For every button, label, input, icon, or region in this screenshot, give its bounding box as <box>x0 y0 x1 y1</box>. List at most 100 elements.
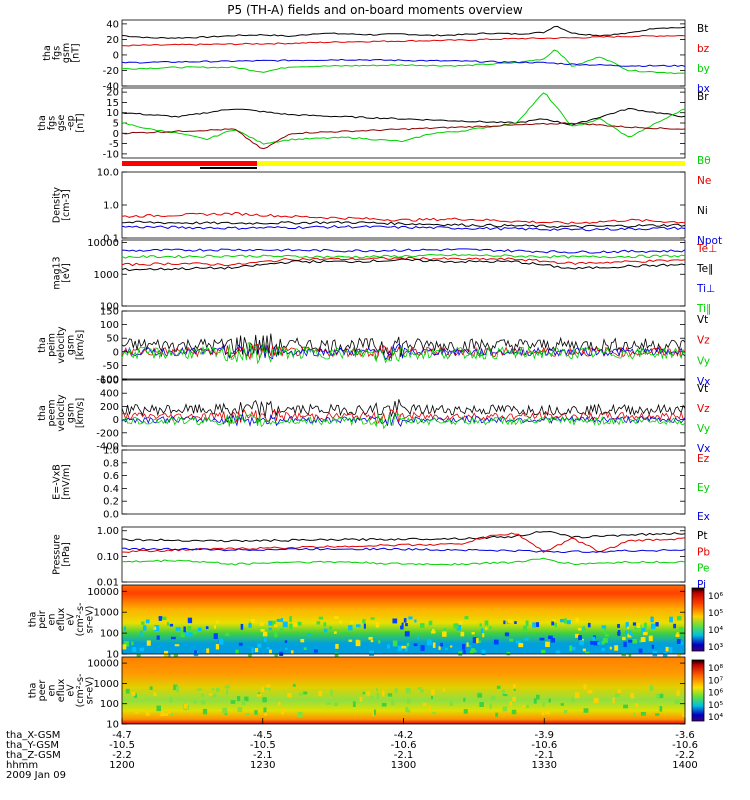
spectrogram-pixel <box>193 651 199 657</box>
spectrogram-pixel <box>405 623 408 627</box>
spectrogram-pixel <box>373 709 377 716</box>
spectrogram-pixel <box>438 646 441 650</box>
spectrogram-pixel <box>215 644 220 650</box>
spectrogram-pixel <box>574 692 580 699</box>
y-tick-label: 0.10 <box>97 552 119 563</box>
spectrogram-pixel <box>230 700 236 704</box>
panel-frame <box>121 584 686 655</box>
y-tick-label: 0 <box>113 50 119 61</box>
series-line-black <box>121 25 686 39</box>
y-tick-label: 50 <box>106 334 119 345</box>
y-axis-label: Density <box>51 187 62 223</box>
spectrogram-pixel <box>675 634 680 637</box>
y-axis-label: en <box>47 685 58 697</box>
spectrogram-pixel <box>593 697 599 704</box>
spectrogram-pixel <box>124 641 129 647</box>
spectrogram-pixel <box>468 644 472 648</box>
panel-s2 <box>121 656 705 725</box>
spectrogram-pixel <box>545 641 550 647</box>
spectrogram-pixel <box>269 649 272 654</box>
spectrogram-pixel <box>260 629 265 632</box>
spectrogram-pixel <box>268 627 272 631</box>
legend-entry: Pe <box>697 563 709 575</box>
legend-entry: bx <box>697 83 710 95</box>
y-tick-label: 10 <box>106 720 119 731</box>
spectrogram-pixel <box>333 631 337 634</box>
spectrogram-pixel <box>184 631 187 636</box>
spectrogram-pixel <box>662 652 668 657</box>
spectrogram-pixel <box>601 625 607 629</box>
spectrogram-pixel <box>268 620 273 626</box>
spectrogram-pixel <box>464 616 469 620</box>
y-tick-label: 150 <box>100 307 119 318</box>
spectrogram-pixel <box>458 620 463 625</box>
spectrogram-pixel <box>622 636 626 641</box>
spectrogram-pixel <box>169 623 174 627</box>
spectrogram-pixel <box>649 685 654 691</box>
spectrogram-pixel <box>145 619 150 624</box>
spectrogram-pixel <box>328 626 333 631</box>
spectrogram-pixel <box>266 647 270 650</box>
orbit-value: -3.9 <box>534 730 554 741</box>
spectrogram-pixel <box>146 640 151 646</box>
spectrogram-pixel <box>303 647 307 650</box>
y-axis-label: tha <box>37 115 48 131</box>
y-axis-label: peim <box>47 333 58 357</box>
spectrogram-pixel <box>471 648 476 651</box>
spectrogram-pixel <box>627 626 630 629</box>
spectrogram-pixel <box>276 618 282 622</box>
y-axis-label: fgs <box>47 116 58 130</box>
spectrogram-pixel <box>648 635 653 642</box>
y-axis-label: [nT] <box>70 43 81 62</box>
spectrogram-pixel <box>381 702 387 707</box>
spectrogram-pixel <box>240 623 244 630</box>
y-tick-label: 15 <box>106 98 119 109</box>
spectrogram-pixel <box>133 693 138 698</box>
spectrogram-pixel <box>205 626 209 630</box>
spectrogram-pixel <box>640 712 646 716</box>
legend-entry: bz <box>697 43 710 55</box>
spectrogram-pixel <box>445 647 448 651</box>
y-tick-label: 5 <box>113 119 119 130</box>
spectrogram-pixel <box>501 689 505 695</box>
panel-frame <box>121 379 686 447</box>
spectrogram-pixel <box>476 638 479 644</box>
legend-entry: Npot <box>697 235 722 247</box>
spectrogram-pixel <box>665 646 669 652</box>
spectrogram-pixel <box>123 626 127 631</box>
y-axis-label: velocity <box>56 394 67 432</box>
spectrogram-pixel <box>297 711 303 718</box>
spectrogram-pixel <box>625 622 629 628</box>
panel-p6 <box>121 379 686 447</box>
spectrogram-pixel <box>250 618 255 624</box>
spectrogram-pixel <box>420 645 425 651</box>
y-tick-label: 0.4 <box>103 484 119 495</box>
spectrogram-pixel <box>504 632 510 637</box>
spectrogram-pixel <box>183 626 186 633</box>
legend-entry: Te⊥ <box>696 243 717 255</box>
y-axis-label: eflux <box>56 678 67 702</box>
series-line-black <box>121 399 686 419</box>
spectrogram-pixel <box>512 696 516 702</box>
spectrogram-pixel <box>404 646 408 652</box>
spectrogram-pixel <box>513 688 516 692</box>
series-line-red <box>121 532 686 553</box>
spectrogram-pixel <box>636 622 641 629</box>
spectrogram-pixel <box>369 650 374 656</box>
spectrogram-pixel <box>287 693 292 698</box>
spectrogram-pixel <box>550 637 555 643</box>
y-axis-label: [km/s] <box>75 330 86 360</box>
panel-frame <box>121 19 686 87</box>
spectrogram-pixel <box>263 707 267 713</box>
series-line-black <box>121 258 686 272</box>
spectrogram-pixel <box>593 641 599 646</box>
spectrogram-pixel <box>442 688 446 692</box>
y-tick-label: 1.0 <box>103 446 119 457</box>
spectrogram-pixel <box>655 622 659 627</box>
spectrogram-pixel <box>477 693 483 698</box>
legend-entry: Vx <box>697 376 710 388</box>
spectrogram-pixel <box>300 638 305 643</box>
spectrogram-pixel <box>511 709 517 715</box>
spectrogram-pixel <box>122 644 127 650</box>
spectrogram-pixel <box>197 627 202 632</box>
